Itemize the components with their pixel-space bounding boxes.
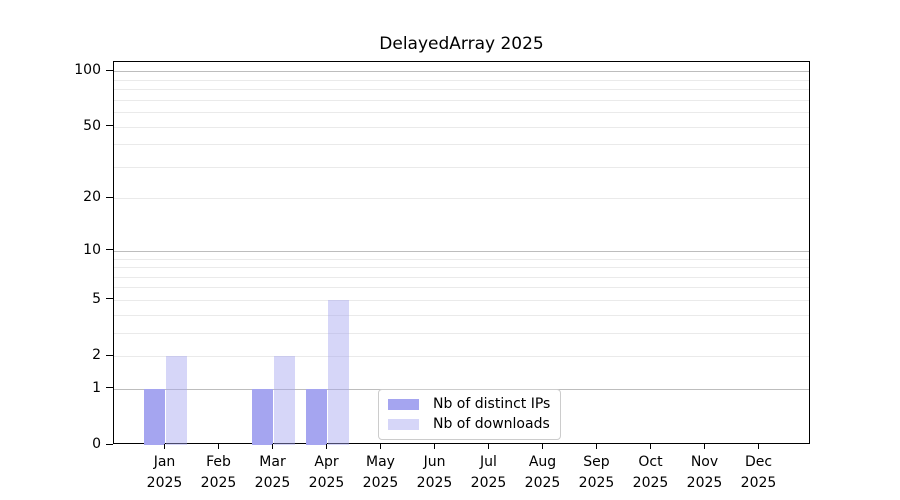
gridline-minor-20 xyxy=(114,198,809,200)
gridline-minor-50 xyxy=(114,126,809,128)
x-tick-label-apr: Apr 2025 xyxy=(308,454,345,491)
y-tick-mark-20 xyxy=(106,196,113,198)
y-tick-mark-5 xyxy=(106,298,113,300)
x-tick-mark-feb xyxy=(218,444,220,449)
gridline-minor-60 xyxy=(114,111,809,113)
x-tick-label-jun: Jun 2025 xyxy=(416,454,453,491)
y-tick-mark-1 xyxy=(106,387,113,389)
plot-area: Nb of distinct IPs Nb of downloads xyxy=(113,61,810,445)
gridline-minor-90 xyxy=(114,79,809,81)
y-tick-label-100: 100 xyxy=(74,62,101,79)
x-tick-label-aug: Aug 2025 xyxy=(524,454,561,491)
bar-nb-of-downloads-apr xyxy=(327,299,350,445)
y-tick-mark-0 xyxy=(106,443,113,445)
y-tick-mark-100 xyxy=(106,69,113,71)
gridline-minor-70 xyxy=(114,99,809,101)
legend-entry-nb-of-downloads: Nb of downloads xyxy=(388,416,550,432)
gridline-minor-40 xyxy=(114,144,809,146)
y-tick-label-2: 2 xyxy=(92,347,101,363)
legend-label-nb-of-downloads: Nb of downloads xyxy=(433,416,550,432)
x-tick-label-nov: Nov 2025 xyxy=(686,454,723,491)
x-tick-mark-jun xyxy=(434,444,436,449)
bar-nb-of-distinct-ips-mar xyxy=(251,388,274,445)
gridline-major-10 xyxy=(114,250,809,252)
y-tick-label-0: 0 xyxy=(92,436,101,452)
gridline-minor-4 xyxy=(114,314,809,316)
x-tick-label-jan: Jan 2025 xyxy=(146,454,183,491)
bar-nb-of-distinct-ips-apr xyxy=(305,388,328,445)
gridline-minor-7 xyxy=(114,276,809,278)
y-tick-label-5: 5 xyxy=(92,290,101,307)
bar-nb-of-downloads-mar xyxy=(273,356,296,445)
gridline-minor-6 xyxy=(114,287,809,289)
x-tick-mark-oct xyxy=(650,444,652,449)
legend-label-nb-of-distinct-ips: Nb of distinct IPs xyxy=(433,396,551,412)
x-tick-mark-dec xyxy=(758,444,760,449)
legend-swatch-nb-of-distinct-ips xyxy=(388,398,419,410)
y-tick-mark-2 xyxy=(106,354,113,356)
y-tick-label-20: 20 xyxy=(83,189,101,206)
x-tick-mark-nov xyxy=(704,444,706,449)
x-tick-mark-jul xyxy=(488,444,490,449)
x-tick-label-jul: Jul 2025 xyxy=(470,454,507,491)
x-tick-label-dec: Dec 2025 xyxy=(740,454,777,491)
gridline-minor-30 xyxy=(114,166,809,168)
x-tick-label-sep: Sep 2025 xyxy=(578,454,615,491)
gridline-minor-8 xyxy=(114,267,809,268)
x-tick-mark-apr xyxy=(326,444,328,449)
x-tick-mark-aug xyxy=(542,444,544,449)
x-tick-label-may: May 2025 xyxy=(362,454,399,491)
x-tick-mark-may xyxy=(380,444,382,449)
bar-nb-of-distinct-ips-jan xyxy=(143,388,166,445)
x-tick-label-feb: Feb 2025 xyxy=(200,454,237,491)
x-tick-mark-mar xyxy=(272,444,274,449)
y-tick-label-50: 50 xyxy=(83,117,101,134)
gridline-minor-5 xyxy=(114,299,809,301)
legend: Nb of distinct IPs Nb of downloads xyxy=(378,389,562,440)
x-tick-mark-sep xyxy=(596,444,598,449)
y-tick-mark-50 xyxy=(106,125,113,127)
gridline-major-100 xyxy=(114,71,809,73)
y-tick-label-10: 10 xyxy=(83,241,101,258)
y-tick-mark-10 xyxy=(106,249,113,251)
chart-title: DelayedArray 2025 xyxy=(379,34,544,54)
gridline-minor-80 xyxy=(114,89,809,90)
bar-nb-of-downloads-jan xyxy=(165,356,188,445)
gridline-minor-3 xyxy=(114,332,809,334)
x-tick-label-oct: Oct 2025 xyxy=(632,454,669,491)
legend-entry-nb-of-distinct-ips: Nb of distinct IPs xyxy=(388,396,550,412)
legend-swatch-nb-of-downloads xyxy=(388,418,419,430)
gridline-minor-2 xyxy=(114,356,809,357)
y-tick-label-1: 1 xyxy=(92,379,101,396)
x-tick-label-mar: Mar 2025 xyxy=(254,454,291,491)
gridline-minor-9 xyxy=(114,258,809,260)
x-tick-mark-jan xyxy=(164,444,166,449)
